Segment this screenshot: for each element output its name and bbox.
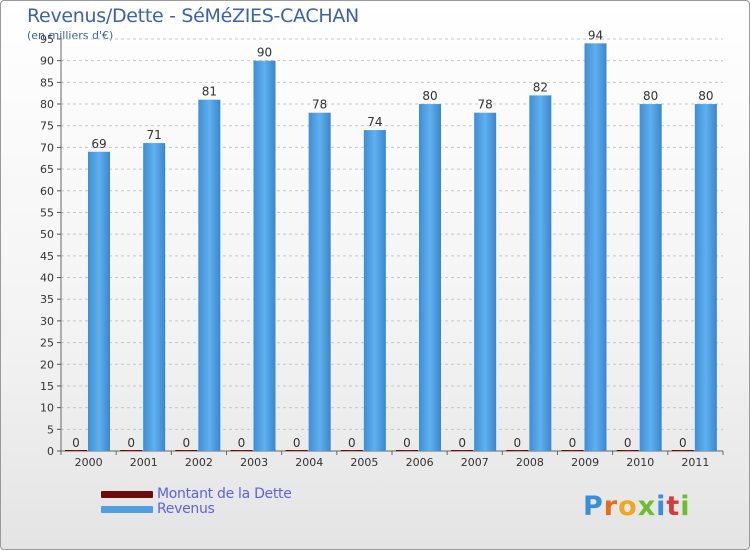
data-label-dette: 0 bbox=[183, 436, 191, 450]
y-tick-label: 30 bbox=[40, 315, 54, 328]
y-tick-label: 25 bbox=[40, 337, 54, 350]
x-tick-label: 2007 bbox=[461, 456, 489, 469]
bar-revenus bbox=[584, 43, 607, 451]
bar-dette bbox=[175, 450, 198, 451]
y-tick-label: 70 bbox=[40, 141, 54, 154]
data-label-dette: 0 bbox=[127, 436, 135, 450]
data-label-dette: 0 bbox=[238, 436, 246, 450]
bar-revenus bbox=[143, 143, 166, 451]
y-tick-label: 35 bbox=[40, 293, 54, 306]
bar-dette bbox=[506, 450, 529, 451]
data-label-dette: 0 bbox=[569, 436, 577, 450]
bar-dette bbox=[340, 450, 363, 451]
y-tick-label: 60 bbox=[40, 185, 54, 198]
data-label-dette: 0 bbox=[293, 436, 301, 450]
bar-revenus bbox=[639, 104, 662, 451]
y-tick-label: 5 bbox=[47, 423, 54, 436]
legend-label-revenus: Revenus bbox=[157, 501, 215, 517]
x-tick-label: 2011 bbox=[681, 456, 709, 469]
bar-dette bbox=[285, 450, 308, 451]
y-tick-label: 90 bbox=[40, 55, 54, 68]
data-label-dette: 0 bbox=[514, 436, 522, 450]
bar-dette bbox=[671, 450, 694, 451]
legend-swatch-dette bbox=[101, 491, 153, 498]
bar-revenus bbox=[419, 104, 441, 451]
y-tick-label: 20 bbox=[40, 358, 54, 371]
logo-letter: x bbox=[637, 491, 657, 522]
data-label-dette: 0 bbox=[348, 436, 356, 450]
bar-revenus bbox=[363, 130, 386, 452]
data-label-revenus: 71 bbox=[147, 128, 162, 142]
data-label-revenus: 94 bbox=[588, 28, 603, 42]
logo-letter: i bbox=[656, 491, 667, 522]
bar-revenus bbox=[308, 112, 331, 451]
data-label-dette: 0 bbox=[458, 436, 466, 450]
y-tick-label: 80 bbox=[40, 98, 54, 111]
logo-letter: o bbox=[618, 491, 638, 522]
logo-letter: i bbox=[680, 491, 691, 522]
data-label-revenus: 80 bbox=[698, 89, 713, 103]
bar-dette bbox=[451, 450, 474, 451]
data-label-dette: 0 bbox=[403, 436, 411, 450]
bar-dette bbox=[65, 450, 87, 451]
x-tick-label: 2000 bbox=[75, 456, 103, 469]
y-tick-label: 0 bbox=[47, 445, 54, 458]
data-label-revenus: 78 bbox=[312, 98, 327, 112]
bar-dette bbox=[396, 450, 418, 451]
bar-revenus bbox=[198, 99, 221, 451]
y-tick-label: 45 bbox=[40, 250, 54, 263]
data-label-revenus: 81 bbox=[202, 85, 217, 99]
data-label-revenus: 80 bbox=[422, 89, 437, 103]
data-label-revenus: 82 bbox=[533, 80, 548, 94]
y-tick-label: 55 bbox=[40, 206, 54, 219]
data-label-dette: 0 bbox=[679, 436, 687, 450]
data-label-revenus: 74 bbox=[367, 115, 382, 129]
logo-letter: t bbox=[666, 491, 681, 522]
bar-dette bbox=[120, 450, 143, 451]
y-tick-label: 15 bbox=[40, 380, 54, 393]
data-label-revenus: 90 bbox=[257, 46, 272, 60]
data-label-revenus: 80 bbox=[643, 89, 658, 103]
chart-title: Revenus/Dette - SéMéZIES-CACHAN bbox=[27, 5, 359, 27]
bar-revenus bbox=[88, 151, 110, 452]
x-tick-label: 2001 bbox=[130, 456, 158, 469]
y-tick-label: 40 bbox=[40, 272, 54, 285]
logo-letter: r bbox=[603, 491, 619, 522]
bar-dette bbox=[561, 450, 584, 451]
proxiti-logo: Proxiti bbox=[583, 491, 691, 522]
bar-dette bbox=[616, 450, 639, 451]
bar-dette bbox=[230, 450, 253, 451]
y-tick-label: 10 bbox=[40, 402, 54, 415]
data-label-dette: 0 bbox=[72, 436, 80, 450]
x-tick-label: 2005 bbox=[350, 456, 378, 469]
x-tick-label: 2009 bbox=[571, 456, 599, 469]
logo-letter: P bbox=[583, 491, 604, 522]
y-tick-label: 75 bbox=[40, 120, 54, 133]
y-tick-label: 50 bbox=[40, 228, 54, 241]
y-tick-label: 65 bbox=[40, 163, 54, 176]
x-tick-label: 2006 bbox=[406, 456, 434, 469]
x-tick-label: 2003 bbox=[240, 456, 268, 469]
legend-label-dette: Montant de la Dette bbox=[157, 486, 292, 502]
bar-revenus bbox=[694, 104, 717, 451]
x-tick-label: 2002 bbox=[185, 456, 213, 469]
legend-swatch-revenus bbox=[101, 506, 153, 513]
x-tick-label: 2004 bbox=[295, 456, 323, 469]
y-tick-label: 85 bbox=[40, 76, 54, 89]
bar-revenus bbox=[474, 112, 497, 451]
data-label-dette: 0 bbox=[624, 436, 632, 450]
data-label-revenus: 78 bbox=[478, 98, 493, 112]
x-tick-label: 2010 bbox=[626, 456, 654, 469]
x-tick-label: 2008 bbox=[516, 456, 544, 469]
bar-revenus bbox=[253, 60, 276, 452]
y-tick-label: 95 bbox=[40, 33, 54, 46]
bar-revenus bbox=[529, 95, 552, 452]
data-label-revenus: 69 bbox=[91, 137, 106, 151]
